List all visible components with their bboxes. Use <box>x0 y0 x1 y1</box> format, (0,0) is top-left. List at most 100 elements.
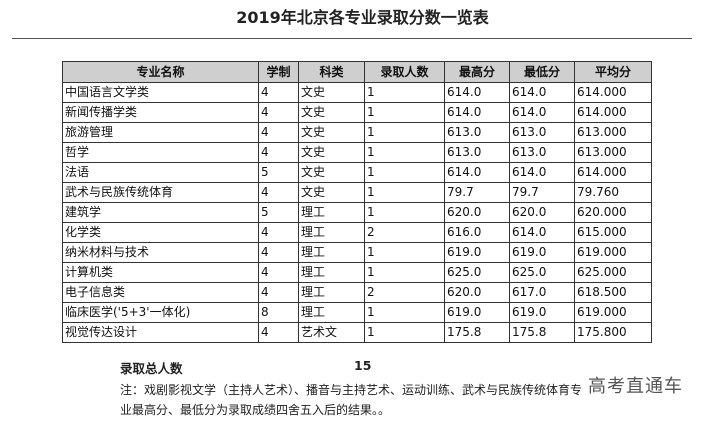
cell-duration: 4 <box>258 102 299 123</box>
table-row: 纳米材料与技术 4 理工 1 619.0 619.0 619.000 <box>62 242 652 263</box>
cell-min-score: 614.0 <box>509 82 575 103</box>
cell-duration: 4 <box>258 82 299 103</box>
cell-avg-score: 615.000 <box>574 222 652 243</box>
cell-avg-score: 618.500 <box>574 282 652 303</box>
cell-major-name: 计算机类 <box>62 262 259 283</box>
cell-major-name: 旅游管理 <box>62 122 259 143</box>
title-divider <box>12 38 692 39</box>
cell-avg-score: 613.000 <box>574 142 652 163</box>
cell-max-score: 619.0 <box>444 302 510 323</box>
cell-major-name: 法语 <box>62 162 259 183</box>
cell-avg-score: 619.000 <box>574 242 652 263</box>
cell-duration: 8 <box>258 302 299 323</box>
table-row: 法语 5 文史 1 614.0 614.0 614.000 <box>62 162 652 183</box>
total-admitted-value: 15 <box>354 358 372 373</box>
cell-min-score: 614.0 <box>509 222 575 243</box>
cell-max-score: 616.0 <box>444 222 510 243</box>
cell-major-name: 新闻传播学类 <box>62 102 259 123</box>
cell-admitted-count: 1 <box>364 122 445 143</box>
cell-duration: 4 <box>258 242 299 263</box>
header-max-score: 最高分 <box>444 61 510 83</box>
header-min-score: 最低分 <box>509 61 575 83</box>
cell-category: 文史 <box>298 82 365 103</box>
table-row: 视觉传达设计 4 艺术文 1 175.8 175.8 175.800 <box>62 322 652 343</box>
cell-major-name: 电子信息类 <box>62 282 259 303</box>
cell-category: 文史 <box>298 142 365 163</box>
table-row: 旅游管理 4 文史 1 613.0 613.0 613.000 <box>62 122 652 143</box>
cell-avg-score: 620.000 <box>574 202 652 223</box>
cell-min-score: 613.0 <box>509 122 575 143</box>
cell-duration: 4 <box>258 122 299 143</box>
table-row: 哲学 4 文史 1 613.0 613.0 613.000 <box>62 142 652 163</box>
cell-min-score: 620.0 <box>509 202 575 223</box>
cell-category: 理工 <box>298 282 365 303</box>
cell-avg-score: 625.000 <box>574 262 652 283</box>
cell-min-score: 175.8 <box>509 322 575 343</box>
cell-admitted-count: 1 <box>364 302 445 323</box>
cell-duration: 4 <box>258 142 299 163</box>
cell-major-name: 视觉传达设计 <box>62 322 259 343</box>
cell-admitted-count: 2 <box>364 282 445 303</box>
cell-max-score: 614.0 <box>444 102 510 123</box>
cell-max-score: 613.0 <box>444 122 510 143</box>
cell-max-score: 625.0 <box>444 262 510 283</box>
cell-category: 理工 <box>298 262 365 283</box>
cell-duration: 4 <box>258 282 299 303</box>
cell-admitted-count: 1 <box>364 182 445 203</box>
table-header-row: 专业名称 学制 科类 录取人数 最高分 最低分 平均分 <box>62 61 652 83</box>
footnote: 注：戏剧影视文学（主持人艺术）、播音与主持艺术、运动训练、武术与民族传统体育专业… <box>120 383 583 417</box>
cell-max-score: 613.0 <box>444 142 510 163</box>
cell-category: 理工 <box>298 202 365 223</box>
cell-category: 理工 <box>298 302 365 323</box>
cell-max-score: 175.8 <box>444 322 510 343</box>
cell-min-score: 614.0 <box>509 162 575 183</box>
cell-avg-score: 79.760 <box>574 182 652 203</box>
cell-major-name: 化学类 <box>62 222 259 243</box>
cell-category: 理工 <box>298 242 365 263</box>
cell-min-score: 617.0 <box>509 282 575 303</box>
table-row: 武术与民族传统体育 4 文史 1 79.7 79.7 79.760 <box>62 182 652 203</box>
table-row: 电子信息类 4 理工 2 620.0 617.0 618.500 <box>62 282 652 303</box>
cell-avg-score: 619.000 <box>574 302 652 323</box>
cell-admitted-count: 1 <box>364 322 445 343</box>
cell-category: 理工 <box>298 222 365 243</box>
cell-category: 文史 <box>298 102 365 123</box>
cell-category: 文史 <box>298 182 365 203</box>
cell-min-score: 614.0 <box>509 102 575 123</box>
cell-major-name: 临床医学('5+3'一体化) <box>62 302 259 323</box>
cell-min-score: 619.0 <box>509 242 575 263</box>
cell-min-score: 613.0 <box>509 142 575 163</box>
cell-major-name: 建筑学 <box>62 202 259 223</box>
cell-category: 文史 <box>298 162 365 183</box>
header-major-name: 专业名称 <box>62 61 259 83</box>
cell-duration: 5 <box>258 162 299 183</box>
cell-admitted-count: 1 <box>364 82 445 103</box>
cell-max-score: 620.0 <box>444 282 510 303</box>
total-admitted-label: 录取总人数 <box>120 361 183 376</box>
cell-avg-score: 175.800 <box>574 322 652 343</box>
cell-major-name: 纳米材料与技术 <box>62 242 259 263</box>
cell-duration: 5 <box>258 202 299 223</box>
cell-avg-score: 614.000 <box>574 162 652 183</box>
cell-max-score: 619.0 <box>444 242 510 263</box>
cell-avg-score: 613.000 <box>574 122 652 143</box>
table-row: 建筑学 5 理工 1 620.0 620.0 620.000 <box>62 202 652 223</box>
cell-major-name: 中国语言文学类 <box>62 82 259 103</box>
table-row: 临床医学('5+3'一体化) 8 理工 1 619.0 619.0 619.000 <box>62 302 652 323</box>
header-admitted-count: 录取人数 <box>364 61 445 83</box>
cell-major-name: 武术与民族传统体育 <box>62 182 259 203</box>
table-row: 化学类 4 理工 2 616.0 614.0 615.000 <box>62 222 652 243</box>
cell-min-score: 625.0 <box>509 262 575 283</box>
header-duration: 学制 <box>258 61 299 83</box>
cell-duration: 4 <box>258 322 299 343</box>
cell-max-score: 620.0 <box>444 202 510 223</box>
cell-admitted-count: 1 <box>364 142 445 163</box>
table-row: 计算机类 4 理工 1 625.0 625.0 625.000 <box>62 262 652 283</box>
header-category: 科类 <box>298 61 365 83</box>
cell-duration: 4 <box>258 222 299 243</box>
page-title: 2019年北京各专业录取分数一览表 <box>236 8 489 27</box>
cell-admitted-count: 1 <box>364 262 445 283</box>
cell-max-score: 614.0 <box>444 162 510 183</box>
admission-scores-table: 专业名称 学制 科类 录取人数 最高分 最低分 平均分 中国语言文学类 4 文史 1 6… <box>62 61 652 343</box>
cell-avg-score: 614.000 <box>574 82 652 103</box>
